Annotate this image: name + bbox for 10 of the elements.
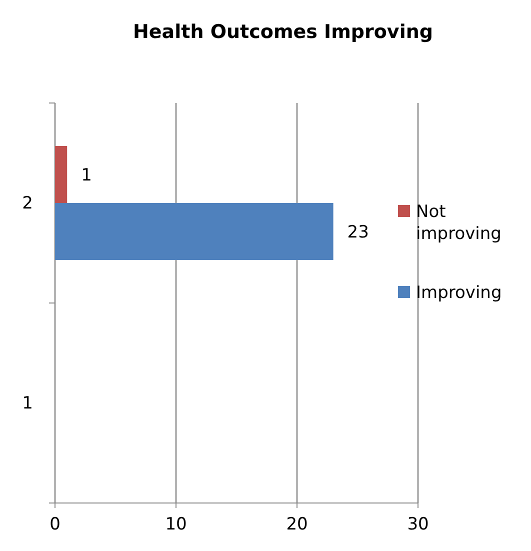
x-tick-label: 10 [165,514,187,535]
x-tick-label: 30 [407,514,429,535]
data-label: 1 [81,166,92,186]
data-label: 23 [347,222,369,242]
x-tick-label: 0 [50,514,60,535]
legend-label: Improving [416,283,502,303]
x-tick-label: 20 [286,514,308,535]
legend-label: Not improving [416,202,502,244]
chart-title: Health Outcomes Improving [133,21,433,43]
y-tick-label: 2 [22,193,33,214]
